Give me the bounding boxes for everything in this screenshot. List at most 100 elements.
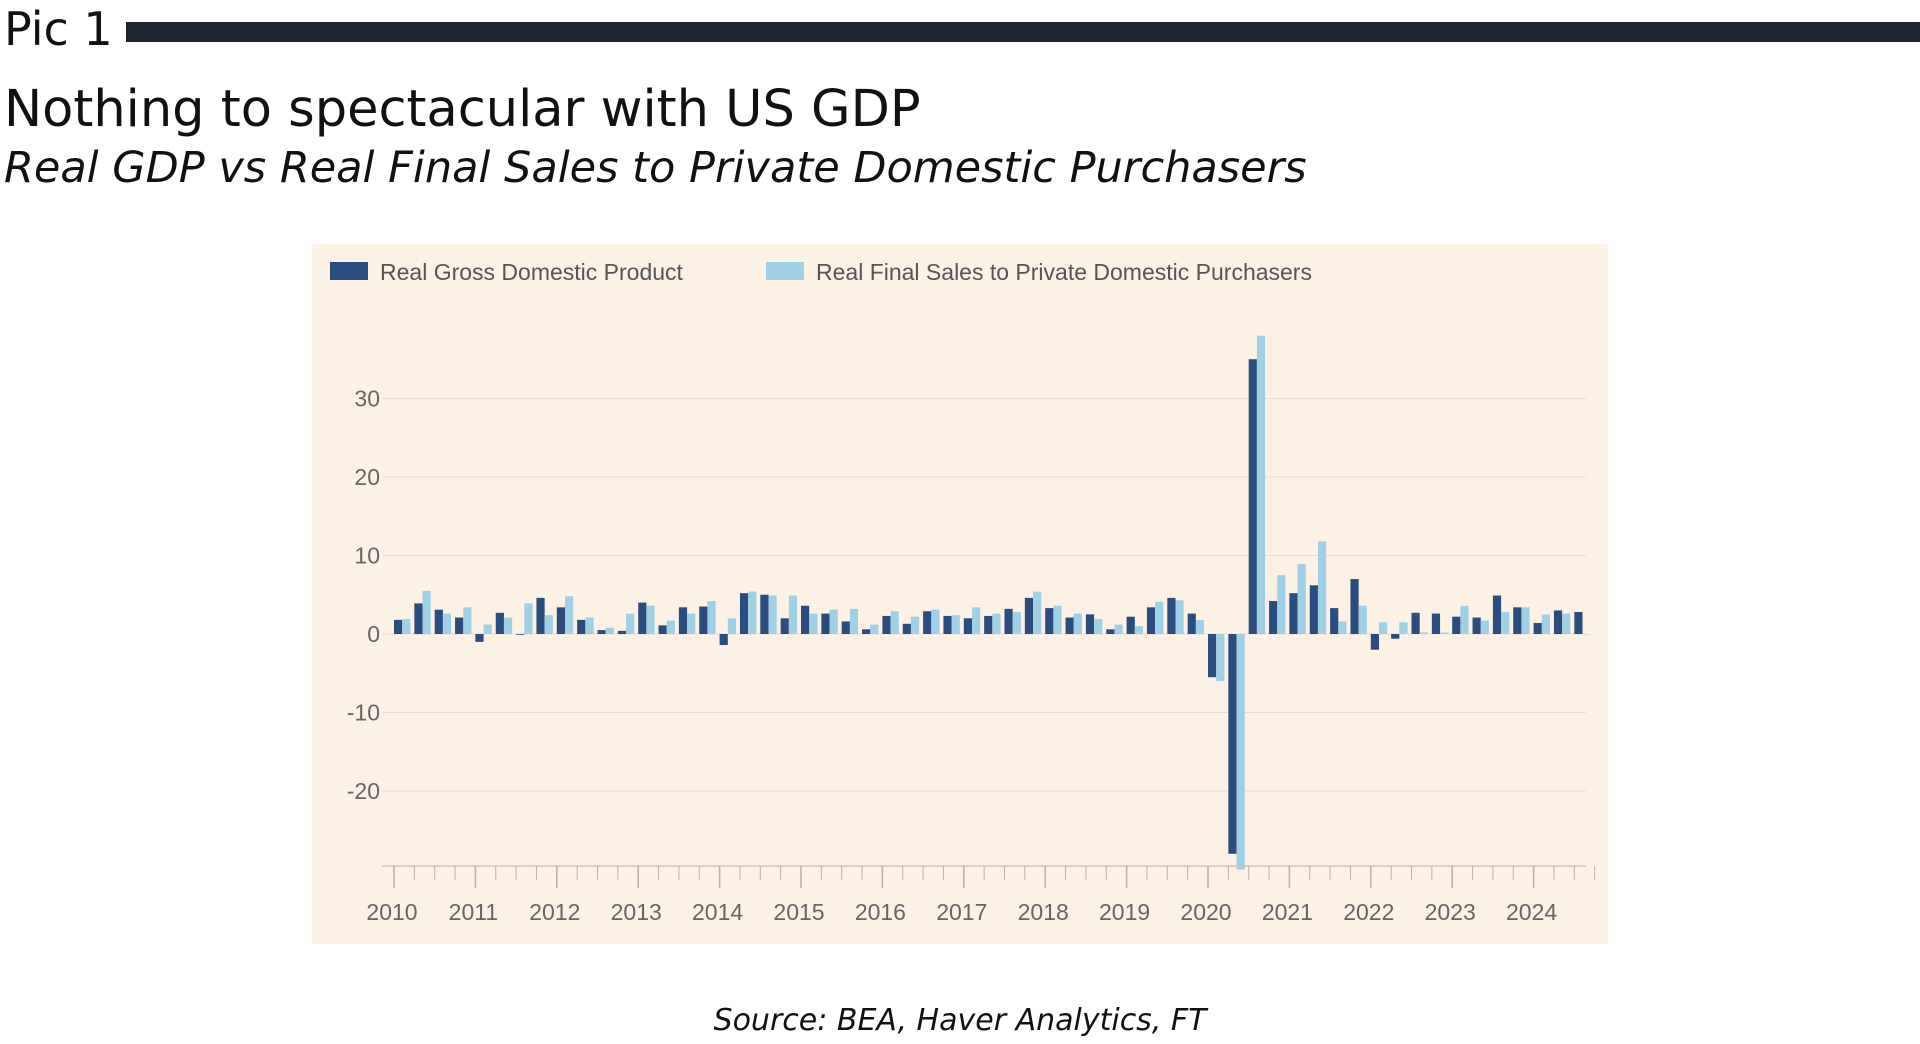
bar-final-sales: [1541, 614, 1550, 635]
legend-final-sales-label: Real Final Sales to Private Domestic Pur…: [816, 259, 1312, 285]
bar-final-sales: [1297, 564, 1306, 634]
bar-final-sales: [626, 613, 635, 634]
bar-gdp: [1146, 607, 1156, 634]
bar-gdp: [1330, 608, 1339, 634]
bar-final-sales: [972, 607, 981, 634]
x-tick-label: 2022: [1343, 899, 1394, 925]
bar-gdp: [699, 606, 708, 634]
bar-gdp: [1126, 616, 1135, 634]
x-tick-label: 2016: [855, 899, 906, 925]
bar-gdp: [841, 621, 850, 634]
bar-gdp: [638, 602, 647, 634]
bar-final-sales: [1073, 613, 1082, 634]
bar-gdp: [1472, 617, 1481, 634]
bar-final-sales: [666, 620, 675, 634]
page-title: Nothing to spectacular with US GDP: [4, 80, 921, 139]
bar-gdp: [1513, 607, 1522, 634]
bar-final-sales: [829, 609, 838, 634]
bar-gdp: [556, 607, 565, 634]
bar-final-sales: [992, 613, 1001, 634]
bar-gdp: [536, 597, 545, 634]
bar-gdp: [516, 634, 525, 635]
bar-final-sales: [1419, 632, 1428, 634]
bar-gdp: [495, 612, 504, 634]
bar-gdp: [882, 615, 891, 634]
bar-gdp: [801, 605, 810, 634]
bar-gdp: [1085, 614, 1095, 635]
header-rule: [126, 22, 1920, 42]
bar-gdp: [943, 615, 952, 634]
bar-gdp: [780, 618, 789, 634]
bar-gdp: [902, 623, 911, 634]
bar-final-sales: [1155, 601, 1164, 634]
legend-final-sales-swatch: [766, 262, 804, 280]
bar-gdp: [617, 630, 627, 634]
bar-gdp: [1533, 623, 1542, 634]
bar-final-sales: [870, 624, 879, 634]
bar-final-sales: [1399, 622, 1408, 634]
bar-final-sales: [1195, 619, 1205, 634]
x-tick-label: 2015: [773, 899, 824, 925]
y-tick-label: 20: [354, 464, 380, 490]
y-tick-label: -20: [347, 778, 380, 804]
bar-gdp: [658, 625, 667, 634]
x-tick-label: 2021: [1262, 899, 1313, 925]
bar-gdp: [455, 617, 464, 634]
bar-final-sales: [748, 591, 757, 634]
x-tick-label: 2014: [692, 899, 743, 925]
bar-gdp: [1004, 608, 1013, 634]
bar-final-sales: [707, 601, 716, 634]
bar-gdp: [1370, 634, 1379, 650]
bar-final-sales: [1114, 624, 1123, 634]
page-subtitle: Real GDP vs Real Final Sales to Private …: [4, 143, 1307, 193]
bar-gdp: [1187, 613, 1196, 634]
bar-final-sales: [768, 595, 777, 634]
bar-final-sales: [1175, 600, 1184, 634]
x-tick-label: 2013: [611, 899, 662, 925]
y-tick-label: 30: [354, 386, 380, 412]
bar-final-sales: [544, 615, 553, 634]
bar-final-sales: [951, 615, 960, 634]
bar-final-sales: [1216, 634, 1225, 682]
bar-final-sales: [1094, 619, 1103, 634]
bar-gdp: [394, 619, 403, 634]
bar-gdp: [1553, 610, 1563, 634]
legend-gdp-swatch: [330, 262, 368, 280]
y-tick-label: 0: [367, 621, 380, 647]
bar-gdp: [1431, 613, 1441, 634]
source-note: Source: BEA, Haver Analytics, FT: [713, 1003, 1207, 1038]
bar-final-sales: [1440, 632, 1449, 634]
bar-final-sales: [1379, 622, 1388, 634]
bar-final-sales: [1480, 620, 1489, 634]
bar-final-sales: [422, 590, 431, 634]
bar-final-sales: [1134, 626, 1143, 634]
bar-final-sales: [442, 613, 452, 634]
legend-gdp-label: Real Gross Domestic Product: [380, 259, 684, 285]
bar-final-sales: [1501, 612, 1510, 634]
pic-label: Pic 1: [4, 2, 113, 56]
bar-gdp: [1248, 359, 1257, 634]
bar-gdp: [1065, 617, 1074, 634]
bar-gdp: [963, 618, 972, 634]
bar-final-sales: [788, 595, 798, 634]
bar-final-sales: [524, 603, 533, 634]
x-tick-label: 2024: [1506, 899, 1557, 925]
bar-gdp: [678, 607, 688, 634]
bar-gdp: [414, 603, 423, 634]
bar-gdp: [1350, 579, 1359, 634]
bar-final-sales: [402, 619, 411, 634]
bar-final-sales: [463, 607, 472, 634]
bar-final-sales: [585, 617, 594, 634]
bar-final-sales: [1358, 605, 1367, 634]
bar-gdp: [1106, 629, 1115, 634]
bar-final-sales: [1460, 605, 1469, 634]
bar-final-sales: [503, 617, 513, 634]
bar-final-sales: [687, 613, 696, 634]
bar-final-sales: [1012, 612, 1021, 634]
bar-gdp: [1452, 616, 1461, 634]
bar-final-sales: [483, 624, 492, 634]
bar-final-sales: [1582, 634, 1591, 635]
bar-gdp: [984, 615, 993, 634]
bar-gdp: [1208, 634, 1217, 678]
